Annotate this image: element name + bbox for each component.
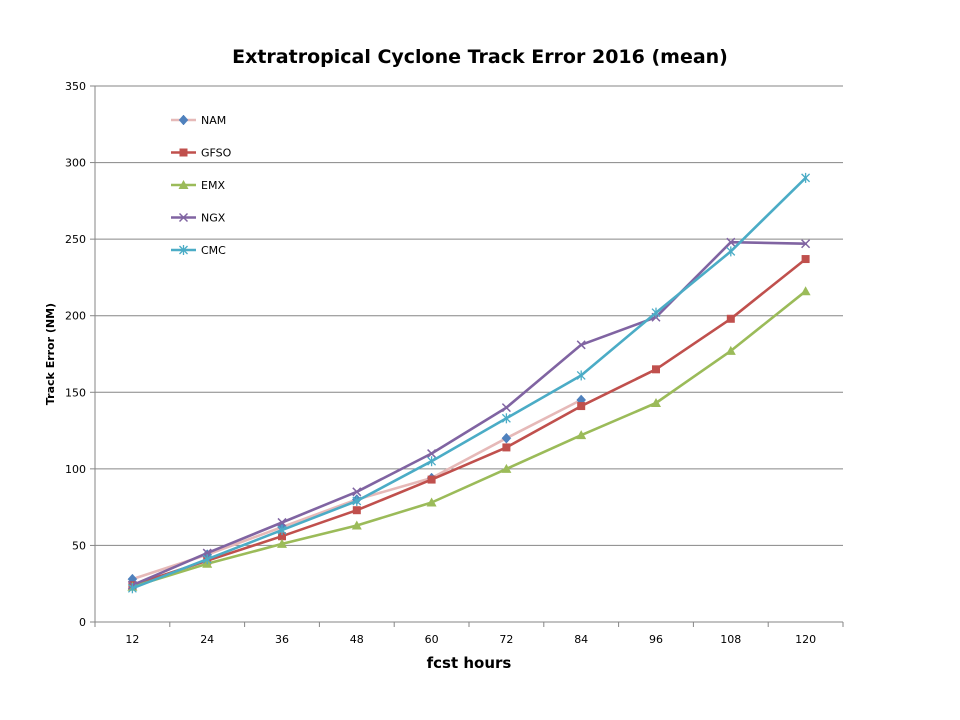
legend-entry-ngx: NGX — [171, 212, 226, 225]
chart-title: Extratropical Cyclone Track Error 2016 (… — [232, 46, 728, 68]
data-point-gfso-96 — [652, 365, 660, 374]
y-tick-label-100: 100 — [65, 463, 86, 476]
y-tick-label-150: 150 — [65, 386, 86, 399]
legend: NAM GFSO EMX NGX CMC — [171, 114, 232, 257]
x-tick-label-60: 60 — [425, 633, 439, 646]
data-point-ngx-48 — [352, 487, 362, 497]
y-axis-ticks: 0 50 100 150 200 250 300 350 — [65, 80, 95, 629]
series-line-ngx — [131, 240, 807, 587]
x-tick-label-72: 72 — [499, 633, 513, 646]
legend-entry-emx: EMX — [171, 179, 225, 192]
x-axis-ticks: 12 24 36 48 60 72 84 96 108 120 — [94, 622, 844, 646]
data-point-cmc-12 — [127, 583, 137, 594]
data-point-gfso-60 — [427, 475, 436, 484]
data-point-ngx-84 — [576, 340, 586, 350]
x-tick-label-24: 24 — [200, 633, 214, 646]
y-tick-label-350: 350 — [65, 80, 86, 93]
x-tick-label-96: 96 — [649, 633, 663, 646]
legend-marker-ngx — [178, 212, 189, 223]
y-tick-label-300: 300 — [65, 157, 86, 170]
data-point-emx-120 — [800, 286, 811, 296]
x-axis-label: fcst hours — [427, 654, 512, 672]
series-line-nam — [131, 398, 583, 581]
series-group — [127, 172, 811, 594]
legend-entry-nam: NAM — [171, 114, 226, 127]
x-tick-label-12: 12 — [125, 633, 139, 646]
series-line-emx — [131, 289, 807, 589]
y-tick-label-50: 50 — [72, 539, 86, 552]
data-point-gfso-72 — [502, 443, 511, 452]
data-point-gfso-48 — [352, 506, 361, 515]
x-tick-label-84: 84 — [574, 633, 588, 646]
legend-label-nam: NAM — [201, 114, 226, 127]
data-point-cmc-96 — [651, 307, 661, 318]
x-tick-label-108: 108 — [720, 633, 741, 646]
x-tick-label-36: 36 — [275, 633, 289, 646]
series-nam — [127, 394, 587, 585]
legend-label-ngx: NGX — [201, 212, 226, 225]
data-point-cmc-108 — [726, 246, 736, 257]
series-ngx — [127, 237, 811, 590]
data-point-emx-48 — [351, 520, 362, 530]
legend-label-gfso: GFSO — [201, 147, 232, 160]
data-point-emx-108 — [725, 345, 736, 355]
data-point-cmc-84 — [576, 370, 586, 381]
x-tick-label-120: 120 — [795, 633, 816, 646]
x-tick-label-48: 48 — [350, 633, 364, 646]
data-point-cmc-48 — [352, 496, 362, 507]
gridlines — [95, 85, 843, 546]
data-point-gfso-108 — [726, 314, 735, 323]
data-point-ngx-72 — [501, 403, 511, 413]
legend-marker-gfso — [179, 148, 188, 157]
y-tick-label-200: 200 — [65, 310, 86, 323]
series-cmc — [127, 172, 811, 594]
data-point-cmc-60 — [427, 456, 437, 467]
legend-entry-gfso: GFSO — [171, 147, 232, 160]
legend-label-emx: EMX — [201, 179, 225, 192]
data-point-nam-72 — [501, 432, 512, 444]
data-point-gfso-36 — [278, 532, 286, 541]
series-line-cmc — [131, 176, 807, 590]
data-point-cmc-24 — [202, 554, 212, 565]
legend-marker-cmc — [179, 245, 188, 255]
data-point-emx-36 — [277, 538, 287, 548]
data-point-emx-84 — [576, 430, 587, 440]
y-axis-label: Track Error (NM) — [44, 303, 57, 405]
y-tick-label-0: 0 — [79, 616, 86, 629]
legend-entry-cmc: CMC — [171, 244, 226, 257]
y-tick-label-250: 250 — [65, 233, 86, 246]
data-point-gfso-120 — [801, 255, 810, 264]
data-point-gfso-84 — [577, 402, 586, 411]
data-point-ngx-108 — [726, 237, 736, 247]
data-point-cmc-120 — [801, 172, 811, 183]
data-point-cmc-36 — [277, 525, 287, 536]
data-point-emx-96 — [651, 398, 661, 408]
series-gfso — [128, 255, 810, 590]
data-point-cmc-72 — [501, 413, 511, 424]
legend-marker-nam — [178, 114, 189, 126]
data-point-emx-72 — [501, 463, 512, 473]
legend-label-cmc: CMC — [201, 244, 226, 257]
data-point-emx-60 — [426, 497, 437, 507]
data-point-ngx-60 — [427, 449, 437, 459]
data-point-ngx-120 — [801, 239, 811, 249]
legend-marker-emx — [178, 180, 189, 189]
data-point-ngx-36 — [277, 517, 287, 527]
series-line-gfso — [131, 257, 807, 587]
